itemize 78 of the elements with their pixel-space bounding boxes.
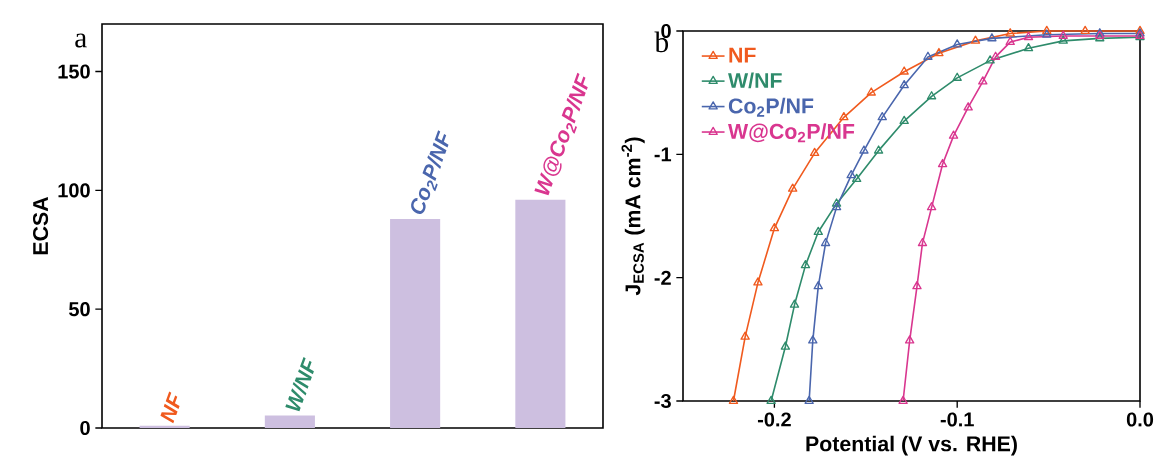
y-tick-label: -2 — [654, 270, 671, 285]
point — [813, 226, 823, 236]
x-tick-label: -0.2 — [757, 412, 791, 427]
point — [904, 335, 915, 344]
point — [859, 145, 869, 154]
x-tick-label: -0.1 — [940, 412, 974, 427]
point — [1023, 42, 1034, 52]
x-axis-title: Potential (V vs. RHE) — [806, 435, 1017, 456]
point — [952, 72, 962, 81]
point — [926, 91, 937, 100]
legend-label: NF — [729, 47, 756, 63]
point — [1042, 25, 1052, 35]
point — [851, 173, 862, 183]
text: a — [75, 33, 87, 48]
point — [1042, 29, 1052, 38]
legend-label: Co$_{2}$P/NF — [728, 97, 814, 117]
point — [1005, 36, 1015, 46]
point — [899, 79, 909, 89]
legend-label: W/NF — [728, 72, 782, 89]
point — [963, 102, 973, 111]
annotation: Co$_{2}$P/NF — [411, 130, 449, 214]
point — [809, 147, 820, 157]
point — [813, 280, 823, 290]
point — [1080, 25, 1090, 35]
y-tick-label: 50 — [68, 302, 90, 317]
y-tick-label: 100 — [58, 183, 90, 198]
point — [839, 112, 849, 121]
point — [899, 66, 909, 75]
point — [820, 237, 831, 247]
point — [831, 202, 842, 211]
point — [846, 169, 856, 179]
annotation: NF — [160, 391, 180, 424]
point — [987, 33, 997, 42]
point — [766, 395, 776, 405]
y-axis-title: J$_{ECSA}$ (mA cm$^{-2}$) — [621, 137, 645, 296]
point — [808, 335, 818, 344]
point — [978, 76, 988, 85]
bar — [264, 415, 315, 429]
y-tick-label: 150 — [58, 64, 90, 79]
point — [800, 260, 811, 269]
y-tick-label: -3 — [654, 393, 671, 409]
point — [787, 183, 798, 192]
point — [926, 202, 937, 211]
point — [877, 112, 887, 121]
point — [831, 198, 842, 207]
point — [917, 237, 928, 247]
point — [1058, 35, 1068, 44]
point — [780, 341, 791, 350]
point — [923, 51, 933, 60]
point — [898, 395, 908, 405]
point — [970, 35, 981, 44]
point — [866, 87, 876, 96]
point — [753, 277, 763, 286]
point — [728, 395, 739, 405]
point — [769, 223, 780, 232]
point — [990, 51, 1001, 60]
point — [1023, 31, 1034, 41]
point — [952, 39, 962, 48]
annotation: W/NF — [285, 356, 314, 412]
bar — [515, 199, 566, 429]
point — [937, 158, 948, 168]
point — [1005, 28, 1015, 37]
y-axis-title: ECSA — [33, 196, 49, 255]
point — [740, 331, 750, 340]
point — [1058, 30, 1068, 39]
point — [948, 130, 959, 139]
point — [985, 55, 995, 64]
point — [912, 280, 922, 290]
x-tick-label: 0.0 — [1126, 412, 1154, 427]
annotation: W@Co$_{2}$P/NF — [534, 72, 588, 196]
y-tick-label: -1 — [654, 147, 672, 162]
bar — [390, 218, 441, 429]
y-tick-label: 0 — [80, 420, 90, 436]
point — [934, 47, 944, 57]
point — [789, 299, 800, 308]
point — [873, 145, 884, 154]
point — [804, 395, 814, 405]
point — [899, 115, 909, 125]
